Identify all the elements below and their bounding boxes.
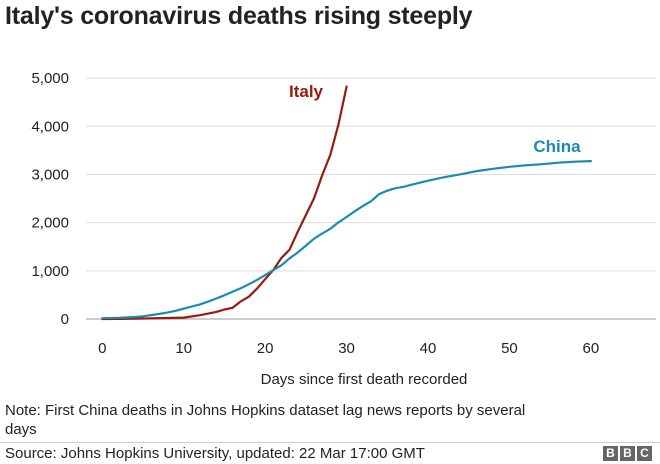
x-tick-label: 40	[420, 340, 437, 357]
chart-note: Note: First China deaths in Johns Hopkin…	[5, 402, 526, 438]
y-tick-label: 3,000	[31, 166, 69, 183]
y-tick-labels: 0 1,000 2,000 3,000 4,000 5,000	[31, 70, 69, 328]
x-tick-labels: 0 10 20 30 40 50 60	[98, 340, 599, 357]
series-line-china	[101, 160, 593, 320]
x-tick-label: 10	[175, 340, 192, 357]
y-tick-label: 5,000	[31, 70, 69, 87]
series-lines	[101, 85, 593, 321]
x-tick-label: 0	[98, 340, 106, 357]
footer-divider	[0, 442, 660, 443]
series-line-italy	[101, 85, 348, 321]
x-tick-label: 30	[338, 340, 355, 357]
y-tick-label: 0	[61, 311, 69, 328]
chart-title: Italy's coronavirus deaths rising steepl…	[5, 2, 473, 30]
x-tick-label: 20	[257, 340, 274, 357]
y-tick-label: 1,000	[31, 263, 69, 280]
series-label-china: China	[533, 137, 581, 156]
bbc-logo: B B C	[603, 446, 652, 461]
y-tick-label: 2,000	[31, 215, 69, 232]
x-tick-label: 50	[501, 340, 518, 357]
y-tick-label: 4,000	[31, 118, 69, 135]
bbc-logo-letter: B	[620, 446, 635, 461]
footer: Source: Johns Hopkins University, update…	[0, 442, 660, 464]
x-tick-label: 60	[583, 340, 600, 357]
x-axis-label: Days since first death recorded	[261, 371, 468, 388]
grid-lines	[86, 77, 656, 320]
source-text: Source: Johns Hopkins University, update…	[5, 445, 425, 462]
series-labels: Italy China	[289, 82, 581, 156]
bbc-logo-letter: B	[603, 446, 618, 461]
line-chart: 0 1,000 2,000 3,000 4,000 5,000 0 10 20 30 40 50 60…	[31, 70, 656, 388]
bbc-logo-letter: C	[637, 446, 652, 461]
series-label-italy: Italy	[289, 82, 324, 101]
